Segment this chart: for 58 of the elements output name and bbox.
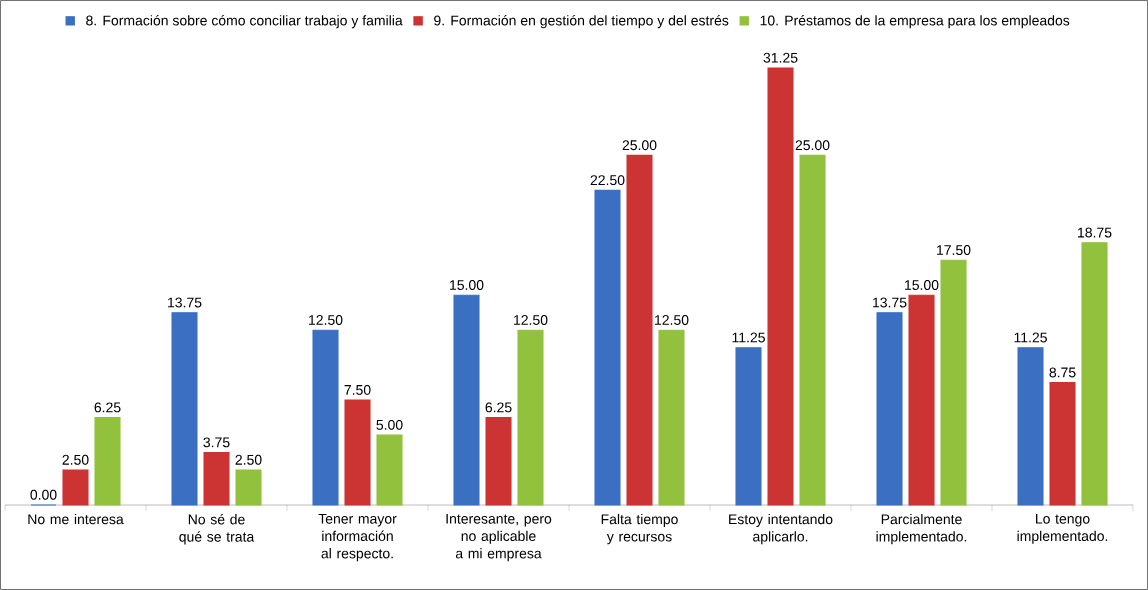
bar (453, 294, 480, 506)
bar (1081, 242, 1108, 506)
bar (171, 312, 198, 506)
x-tick-label: No me interesa (28, 513, 124, 525)
x-tick-label: Estoy intentando aplicarlo. (729, 513, 833, 545)
data-label: 7.50 (344, 384, 371, 395)
bar (376, 434, 403, 506)
legend-label: 8. Formación sobre cómo conciliar trabajo y familia (86, 15, 403, 29)
data-label: 25.00 (622, 140, 657, 151)
x-tick-label: Falta tiempo y recursos (601, 513, 678, 545)
x-tick-label: No sé de qué se trata (179, 513, 255, 545)
data-label: 6.25 (94, 402, 121, 413)
x-tick-label: Interesante, pero no aplicable a mi empresa (446, 513, 552, 562)
data-label: 12.50 (309, 315, 343, 325)
legend-label: 9. Formación en gestión del tiempo y del estrés (434, 15, 729, 29)
bar (735, 347, 762, 506)
bar (1049, 382, 1076, 506)
data-label: 15.00 (905, 280, 939, 290)
bar (799, 154, 826, 506)
x-tick-label: Parcialmente implementado. (876, 513, 967, 545)
data-label: 17.50 (937, 245, 971, 256)
x-tick-label: Tener mayor información al respecto. (318, 513, 397, 562)
bar (235, 469, 262, 506)
bar (658, 329, 685, 506)
data-label: 3.75 (203, 437, 230, 448)
bar (203, 452, 230, 506)
data-label: 5.00 (376, 419, 403, 430)
data-label: 11.25 (732, 332, 765, 343)
bar (344, 399, 371, 506)
data-label: 11.25 (1014, 332, 1047, 343)
bar (626, 154, 653, 506)
legend-label: 10. Préstamos de la empresa para los empleados (760, 15, 1070, 29)
data-label: 12.50 (514, 315, 548, 325)
data-label: 15.00 (450, 280, 484, 290)
data-label: 13.75 (873, 297, 907, 308)
bar (876, 312, 903, 506)
data-label: 0.00 (30, 489, 57, 500)
bar (485, 417, 512, 506)
bar (1017, 347, 1044, 506)
data-label: 8.75 (1049, 367, 1076, 378)
x-tick-label: Lo tengo implementado. (1017, 513, 1108, 544)
data-label: 13.75 (168, 297, 202, 308)
bar (517, 329, 544, 506)
data-label: 18.75 (1078, 227, 1112, 238)
bar (94, 417, 121, 506)
bar (312, 329, 339, 506)
data-label: 12.50 (655, 315, 689, 325)
data-label: 2.50 (235, 454, 262, 465)
bar (594, 189, 621, 506)
bar (767, 67, 794, 506)
data-label: 22.50 (590, 175, 625, 186)
data-label: 6.25 (485, 402, 512, 413)
data-label: 25.00 (795, 140, 830, 151)
data-label: 31.25 (763, 52, 798, 63)
bar (62, 469, 89, 506)
data-label: 2.50 (62, 454, 89, 465)
bar (940, 259, 967, 506)
bar (908, 294, 935, 506)
